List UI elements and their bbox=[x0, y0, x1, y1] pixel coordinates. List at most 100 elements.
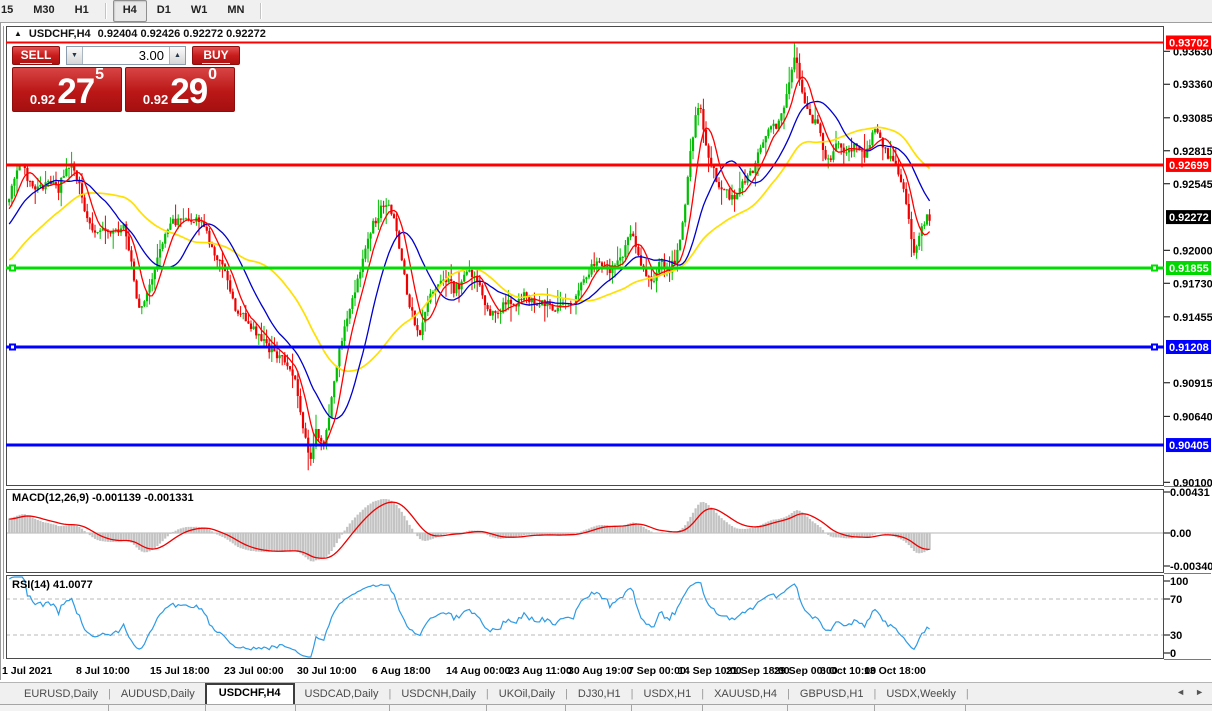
timeframe-toolbar: 15 M30 H1 H4 D1 W1 MN bbox=[0, 0, 1212, 23]
price-axis-tick: 0.90100 bbox=[1173, 477, 1212, 489]
status-strip-divider bbox=[702, 705, 703, 711]
time-axis-label: 15 Jul 18:00 bbox=[150, 665, 210, 677]
bid-price-pip: 5 bbox=[95, 66, 105, 83]
tab-separator: | bbox=[965, 688, 969, 700]
bid-price-big: 27 bbox=[57, 72, 95, 111]
buy-button-label: BUY bbox=[202, 47, 230, 64]
tab-separator: | bbox=[107, 688, 111, 700]
timeframe-button-15[interactable]: 15 bbox=[1, 4, 14, 16]
status-strip-divider bbox=[389, 705, 390, 711]
ask-price-prefix: 0.92 bbox=[142, 92, 169, 107]
status-strip-divider bbox=[565, 705, 566, 711]
volume-input[interactable] bbox=[83, 47, 169, 64]
window-left-border bbox=[0, 22, 1, 680]
time-axis-label: 8 Jul 10:00 bbox=[76, 665, 130, 677]
chart-tab-usdchf-h4[interactable]: USDCHF,H4 bbox=[204, 683, 295, 704]
sell-button[interactable]: SELL bbox=[12, 46, 60, 65]
chart-tab-xauusd-h4[interactable]: XAUUSD,H4 bbox=[714, 688, 778, 700]
timeframe-button-m30[interactable]: M30 bbox=[33, 4, 55, 16]
chart-tabs: EURUSD,Daily | AUDUSD,Daily USDCHF,H4 USDCAD… bbox=[0, 683, 1212, 704]
timeframe-button-h4[interactable]: H4 bbox=[112, 0, 147, 22]
price-axis-tick: 0.91455 bbox=[1173, 312, 1212, 324]
time-axis-label: 29 Sep 00:00 bbox=[774, 665, 838, 677]
macd-axis-tick: 0.00431 bbox=[1170, 487, 1210, 499]
volume-increase-icon[interactable]: ▲ bbox=[169, 47, 185, 64]
price-badge-label: 0.90405 bbox=[1169, 440, 1209, 452]
price-axis-tick: 0.92545 bbox=[1173, 179, 1212, 191]
status-strip-divider bbox=[108, 705, 109, 711]
line-handle-dot bbox=[1153, 345, 1156, 349]
chart-tab-usdx-weekly[interactable]: USDX,Weekly bbox=[886, 688, 956, 700]
macd-layer bbox=[7, 499, 1163, 562]
price-badge-label: 0.93702 bbox=[1169, 37, 1209, 49]
price-badge-0.92699 bbox=[1166, 157, 1211, 172]
time-axis-label: 13 Oct 18:00 bbox=[864, 665, 926, 677]
status-strip-divider bbox=[631, 705, 632, 711]
sell-button-label: SELL bbox=[19, 47, 53, 64]
rsi-axis-tick: 0 bbox=[1170, 648, 1176, 660]
line-handle-dot bbox=[1153, 266, 1156, 270]
time-axis-label: 30 Aug 19:00 bbox=[568, 665, 633, 677]
time-axis-label: 1 Jul 2021 bbox=[2, 665, 52, 677]
collapse-icon[interactable]: ▲ bbox=[14, 28, 22, 38]
chart-tab-usdcnh-daily[interactable]: USDCNH,Daily bbox=[401, 688, 476, 700]
tab-separator: | bbox=[485, 688, 489, 700]
volume-stepper: ▼ ▲ bbox=[66, 46, 186, 65]
price-axis-tick: 0.90640 bbox=[1173, 411, 1212, 423]
timeframe-button-d1[interactable]: D1 bbox=[156, 4, 171, 16]
price-axis-tick: 0.91730 bbox=[1173, 278, 1212, 290]
price-axis-tick: 0.92815 bbox=[1173, 146, 1212, 158]
rsi-axis-tick: 30 bbox=[1170, 630, 1182, 642]
chart-window-title: ▲ USDCHF,H4 0.92404 0.92426 0.92272 0.92… bbox=[14, 28, 266, 40]
chart-tab-gbpusd-h1[interactable]: GBPUSD,H1 bbox=[799, 688, 864, 700]
tab-scroll-left-icon[interactable]: ◄ bbox=[1176, 687, 1186, 697]
price-badge-0.93702 bbox=[1166, 35, 1211, 50]
tab-separator: | bbox=[787, 688, 790, 700]
chart-tab-usdcad-daily[interactable]: USDCAD,Daily bbox=[304, 688, 379, 700]
status-strip-divider bbox=[787, 705, 788, 711]
ask-price-box[interactable]: 0.92 29 0 bbox=[125, 67, 235, 112]
timeframe-button-mn[interactable]: MN bbox=[227, 4, 245, 16]
time-axis-label: 14 Aug 00:00 bbox=[446, 665, 511, 677]
chart-symbol-label: USDCHF,H4 bbox=[28, 28, 91, 40]
chart-tab-bar: EURUSD,Daily | AUDUSD,Daily USDCHF,H4 USDCAD… bbox=[0, 682, 1212, 711]
tab-separator: | bbox=[873, 688, 877, 700]
line-handle-dot bbox=[11, 345, 14, 349]
rsi-layer bbox=[7, 576, 1163, 658]
chart-tab-dj30-h1[interactable]: DJ30,H1 bbox=[577, 688, 621, 700]
macd-title: MACD(12,26,9) -0.001139 -0.001331 bbox=[12, 492, 194, 504]
bid-price-box[interactable]: 0.92 27 5 bbox=[12, 67, 122, 112]
timeframe-button-w1[interactable]: W1 bbox=[190, 4, 208, 16]
chart-tab-audusd-daily[interactable]: AUDUSD,Daily bbox=[120, 688, 195, 700]
time-axis-label: 23 Aug 11:00 bbox=[508, 665, 572, 677]
rsi-line bbox=[8, 576, 930, 658]
bid-price-prefix: 0.92 bbox=[29, 92, 56, 107]
toolbar-separator bbox=[104, 3, 107, 19]
tab-separator: | bbox=[388, 688, 392, 700]
price-axis-tick: 0.93085 bbox=[1173, 113, 1212, 125]
buy-button[interactable]: BUY bbox=[192, 46, 240, 65]
tab-scroll-right-icon[interactable]: ► bbox=[1195, 687, 1204, 697]
time-axis-label: 14 Sep 10:00 bbox=[678, 665, 742, 677]
price-badge-0.92272 bbox=[1166, 210, 1211, 225]
rsi-title: RSI(14) 41.0077 bbox=[12, 579, 93, 591]
macd-axis-tick: 0.00 bbox=[1170, 528, 1191, 540]
chart-tab-ukoil-daily[interactable]: UKOil,Daily bbox=[498, 688, 556, 700]
chart-tab-eurusd-daily[interactable]: EURUSD,Daily bbox=[24, 688, 98, 700]
rsi-axis-tick: 70 bbox=[1170, 594, 1182, 606]
timeframe-button-h1[interactable]: H1 bbox=[74, 4, 89, 16]
price-badge-0.90405 bbox=[1166, 438, 1211, 453]
rsi-axis-tick: 100 bbox=[1170, 576, 1188, 588]
tab-scroll-arrows: ◄ ► bbox=[1176, 687, 1204, 697]
price-badge-0.91208 bbox=[1166, 339, 1211, 354]
price-badge-0.91855 bbox=[1166, 261, 1211, 275]
chart-tab-usdx-h1[interactable]: USDX,H1 bbox=[643, 688, 692, 700]
ask-price-pip: 0 bbox=[208, 66, 218, 83]
tab-separator: | bbox=[630, 688, 634, 700]
status-strip-divider bbox=[486, 705, 487, 711]
status-strip-divider bbox=[874, 705, 875, 711]
price-axis-tick: 0.90915 bbox=[1173, 378, 1212, 390]
volume-decrease-icon[interactable]: ▼ bbox=[67, 47, 83, 64]
price-badge-label: 0.92699 bbox=[1169, 160, 1209, 172]
time-axis-label: 23 Jul 00:00 bbox=[224, 665, 284, 677]
